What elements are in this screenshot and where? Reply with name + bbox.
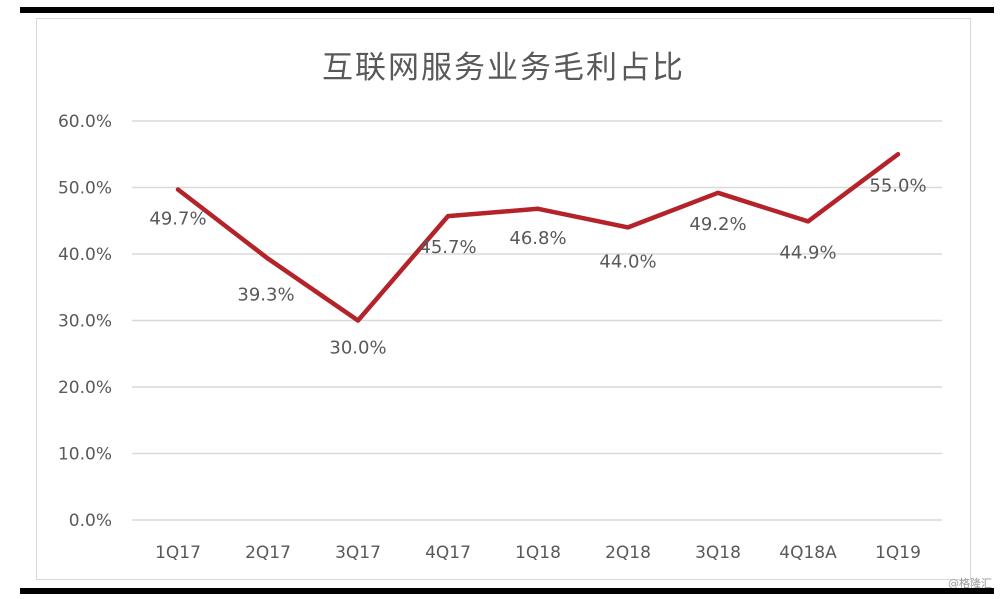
data-point (716, 190, 720, 195)
data-label: 49.7% (149, 208, 206, 229)
y-axis-ticks: 0.0% 10.0% 20.0% 30.0% 40.0% 50.0% 60.0% (58, 112, 112, 531)
data-label: 55.0% (869, 175, 926, 196)
data-label: 39.3% (237, 285, 294, 306)
x-tick-label: 4Q18A (779, 543, 837, 563)
gridlines (132, 120, 942, 521)
x-tick-label: 2Q17 (245, 543, 291, 563)
x-tick-label: 1Q19 (875, 543, 921, 563)
data-label: 44.0% (599, 251, 656, 272)
data-point (536, 206, 540, 211)
bottom-rule (20, 588, 994, 594)
data-point (356, 318, 360, 323)
chart-frame (36, 18, 971, 580)
data-point (896, 152, 900, 157)
data-point (806, 219, 810, 224)
x-tick-label: 1Q18 (515, 543, 561, 563)
data-point (266, 256, 270, 261)
y-tick-label: 10.0% (58, 445, 112, 465)
data-label: 30.0% (329, 338, 386, 359)
data-point (626, 225, 630, 230)
data-label: 46.8% (509, 228, 566, 249)
x-tick-label: 3Q17 (335, 543, 381, 563)
top-rule (20, 7, 994, 13)
x-axis-ticks: 1Q17 2Q17 3Q17 4Q17 1Q18 2Q18 3Q18 4Q18A 1Q19 (155, 543, 921, 563)
y-tick-label: 50.0% (58, 179, 112, 199)
y-tick-label: 40.0% (58, 245, 112, 265)
y-tick-label: 0.0% (69, 511, 112, 531)
x-tick-label: 4Q17 (425, 543, 471, 563)
data-label: 45.7% (419, 237, 476, 258)
x-tick-label: 3Q18 (695, 543, 741, 563)
x-tick-label: 1Q17 (155, 543, 201, 563)
chart-title: 互联网服务业务毛利占比 (322, 50, 685, 86)
y-tick-label: 30.0% (58, 312, 112, 332)
data-point (446, 214, 450, 219)
y-tick-label: 60.0% (58, 112, 112, 132)
data-label: 49.2% (689, 214, 746, 235)
data-labels: 49.7% 39.3% 30.0% 45.7% 46.8% 44.0% 49.2% 44.9%… (149, 175, 926, 358)
y-tick-label: 20.0% (58, 378, 112, 398)
data-point (176, 187, 180, 192)
watermark-text: @格隆汇 (948, 577, 992, 590)
series-layer (175, 152, 901, 323)
x-tick-label: 2Q18 (605, 543, 651, 563)
data-label: 44.9% (779, 242, 836, 263)
